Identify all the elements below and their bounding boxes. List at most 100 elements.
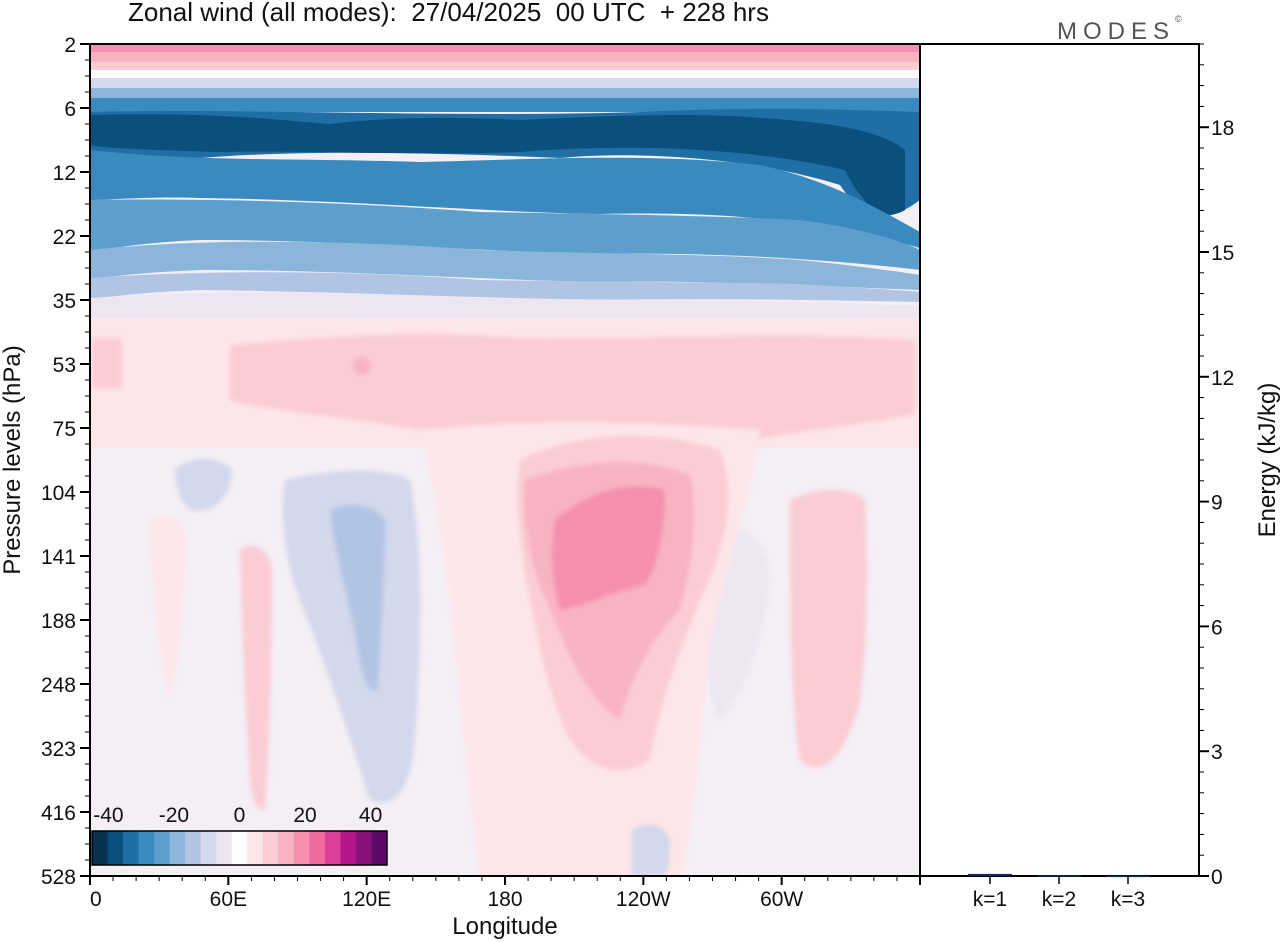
pressure-tick-label: 35 [53,290,76,313]
mode-label: k=2 [1042,888,1076,911]
region-easterly-left [175,458,232,511]
pressure-tick-label: 75 [53,418,76,441]
colorbar-cell [293,831,310,865]
band-blue-grey [90,199,920,270]
region-positive-streak [240,546,272,811]
region-westerly-band [230,334,915,450]
pressure-tick-label: 188 [41,610,76,633]
energy-bar [968,873,1012,876]
colorbar-frame [91,830,388,866]
colorbar-cell [123,831,140,865]
colorbar-tick-label: -20 [159,804,189,827]
mode-label: k=1 [973,888,1007,911]
region-easterly-bottom [632,824,670,876]
stratosphere-bands [90,44,920,323]
copyright-mark: © [1175,14,1182,24]
colorbar-labels: -40 -20 0 20 40 [93,804,382,827]
colorbar-cell [138,831,155,865]
region-easterly-core [330,504,385,691]
colorbar-cell [278,831,295,865]
energy-tick-label: 0 [1211,866,1223,889]
energy-tick-label: 12 [1211,367,1234,390]
energy-ticks: 0 3 6 9 12 15 18 [1199,43,1234,889]
colorbar-tick-label: 0 [234,804,246,827]
energy-bar [1037,875,1081,877]
pressure-tick-label: 22 [53,226,76,249]
pressure-tick-label: 416 [41,802,76,825]
energy-axis-label: Energy (kJ/kg) [1254,383,1280,538]
band-pale-lilac [90,292,920,323]
colorbar-tick-label: -40 [93,804,123,827]
modes-logo: MODES© [1057,14,1182,46]
colorbar-cell [216,831,233,865]
band-pink [90,52,920,62]
colorbar-cell [154,831,171,865]
longitude-tick-label: 120W [616,888,671,911]
band-lilac [90,78,920,88]
colorbar-cell [340,831,357,865]
pressure-tick-label: 528 [41,866,76,889]
energy-tick-label: 6 [1211,616,1223,639]
longitude-tick-label: 0 [90,888,102,911]
longitude-tick-label: 60W [760,888,803,911]
band-top-pink [90,44,920,52]
band-light-pink [90,62,920,70]
pressure-tick-label: 6 [64,98,76,121]
pressure-tick-label: 248 [41,674,76,697]
region-easterly-west [283,470,420,803]
energy-tick-label: 3 [1211,741,1223,764]
lower-stratosphere [90,318,920,450]
jet-core-small [353,357,371,375]
band-midblue [90,98,920,112]
region-positive-west-lower [150,516,185,700]
energy-tick-label: 15 [1211,242,1234,265]
colorbar-cell [262,831,279,865]
band-lavender [90,272,920,302]
pressure-tick-label: 141 [41,546,76,569]
heatmap-panel: 2 6 12 22 35 53 75 104 141 188 248 323 416 528 0 60E 12… [0,34,921,940]
colorbar-cell [247,831,264,865]
region-positive-east [790,489,867,768]
energy-frame [919,43,1200,877]
colorbar-cell [92,831,109,865]
colorbar-cell [169,831,186,865]
pressure-tick-label: 104 [41,482,76,505]
pressure-tick-label: 2 [64,34,76,57]
pressure-ticks: 2 6 12 22 35 53 75 104 141 188 248 323 416 528 [41,34,90,889]
colorbar-cell [371,831,388,865]
colorbar-cell [107,831,124,865]
longitude-ticks: 0 60E 120E 180 120W 60W [89,876,921,911]
mode-label: k=3 [1111,888,1145,911]
pressure-tick-label: 53 [53,354,76,377]
colorbar-cells [92,831,388,865]
y-axis-label: Pressure levels (hPa) [0,345,26,574]
pressure-tick-label: 323 [41,738,76,761]
colorbar-tick-label: 20 [293,804,316,827]
colorbar-cell [231,831,248,865]
energy-tick-label: 9 [1211,492,1223,515]
colorbar-tick-label: 40 [359,804,382,827]
longitude-tick-label: 60E [210,888,247,911]
band-lightblue [90,88,920,98]
energy-tick-label: 18 [1211,117,1234,140]
chart-title: Zonal wind (all modes): 27/04/2025 00 UT… [128,0,769,27]
energy-panel: 0 3 6 9 12 15 18 k=1 k=2 k=3 Energy (kJ/kg) [919,43,1280,911]
band-darkest-blue [90,114,905,215]
pressure-tick-label: 12 [53,162,76,185]
colorbar-cell [185,831,202,865]
colorbar-cell [324,831,341,865]
longitude-tick-label: 120E [342,888,391,911]
colorbar-cell [200,831,217,865]
band-pale-blue [90,241,920,290]
colorbar: -40 -20 0 20 40 [91,804,388,866]
band-white [90,70,920,78]
region-westerly-band-left [92,338,122,388]
colorbar-cell [355,831,372,865]
logo-text: MODES [1057,18,1176,45]
longitude-tick-label: 180 [487,888,522,911]
x-axis-label: Longitude [452,913,557,940]
mode-labels: k=1 k=2 k=3 [973,876,1145,911]
band-steel-blue [90,150,920,248]
colorbar-cell [309,831,326,865]
